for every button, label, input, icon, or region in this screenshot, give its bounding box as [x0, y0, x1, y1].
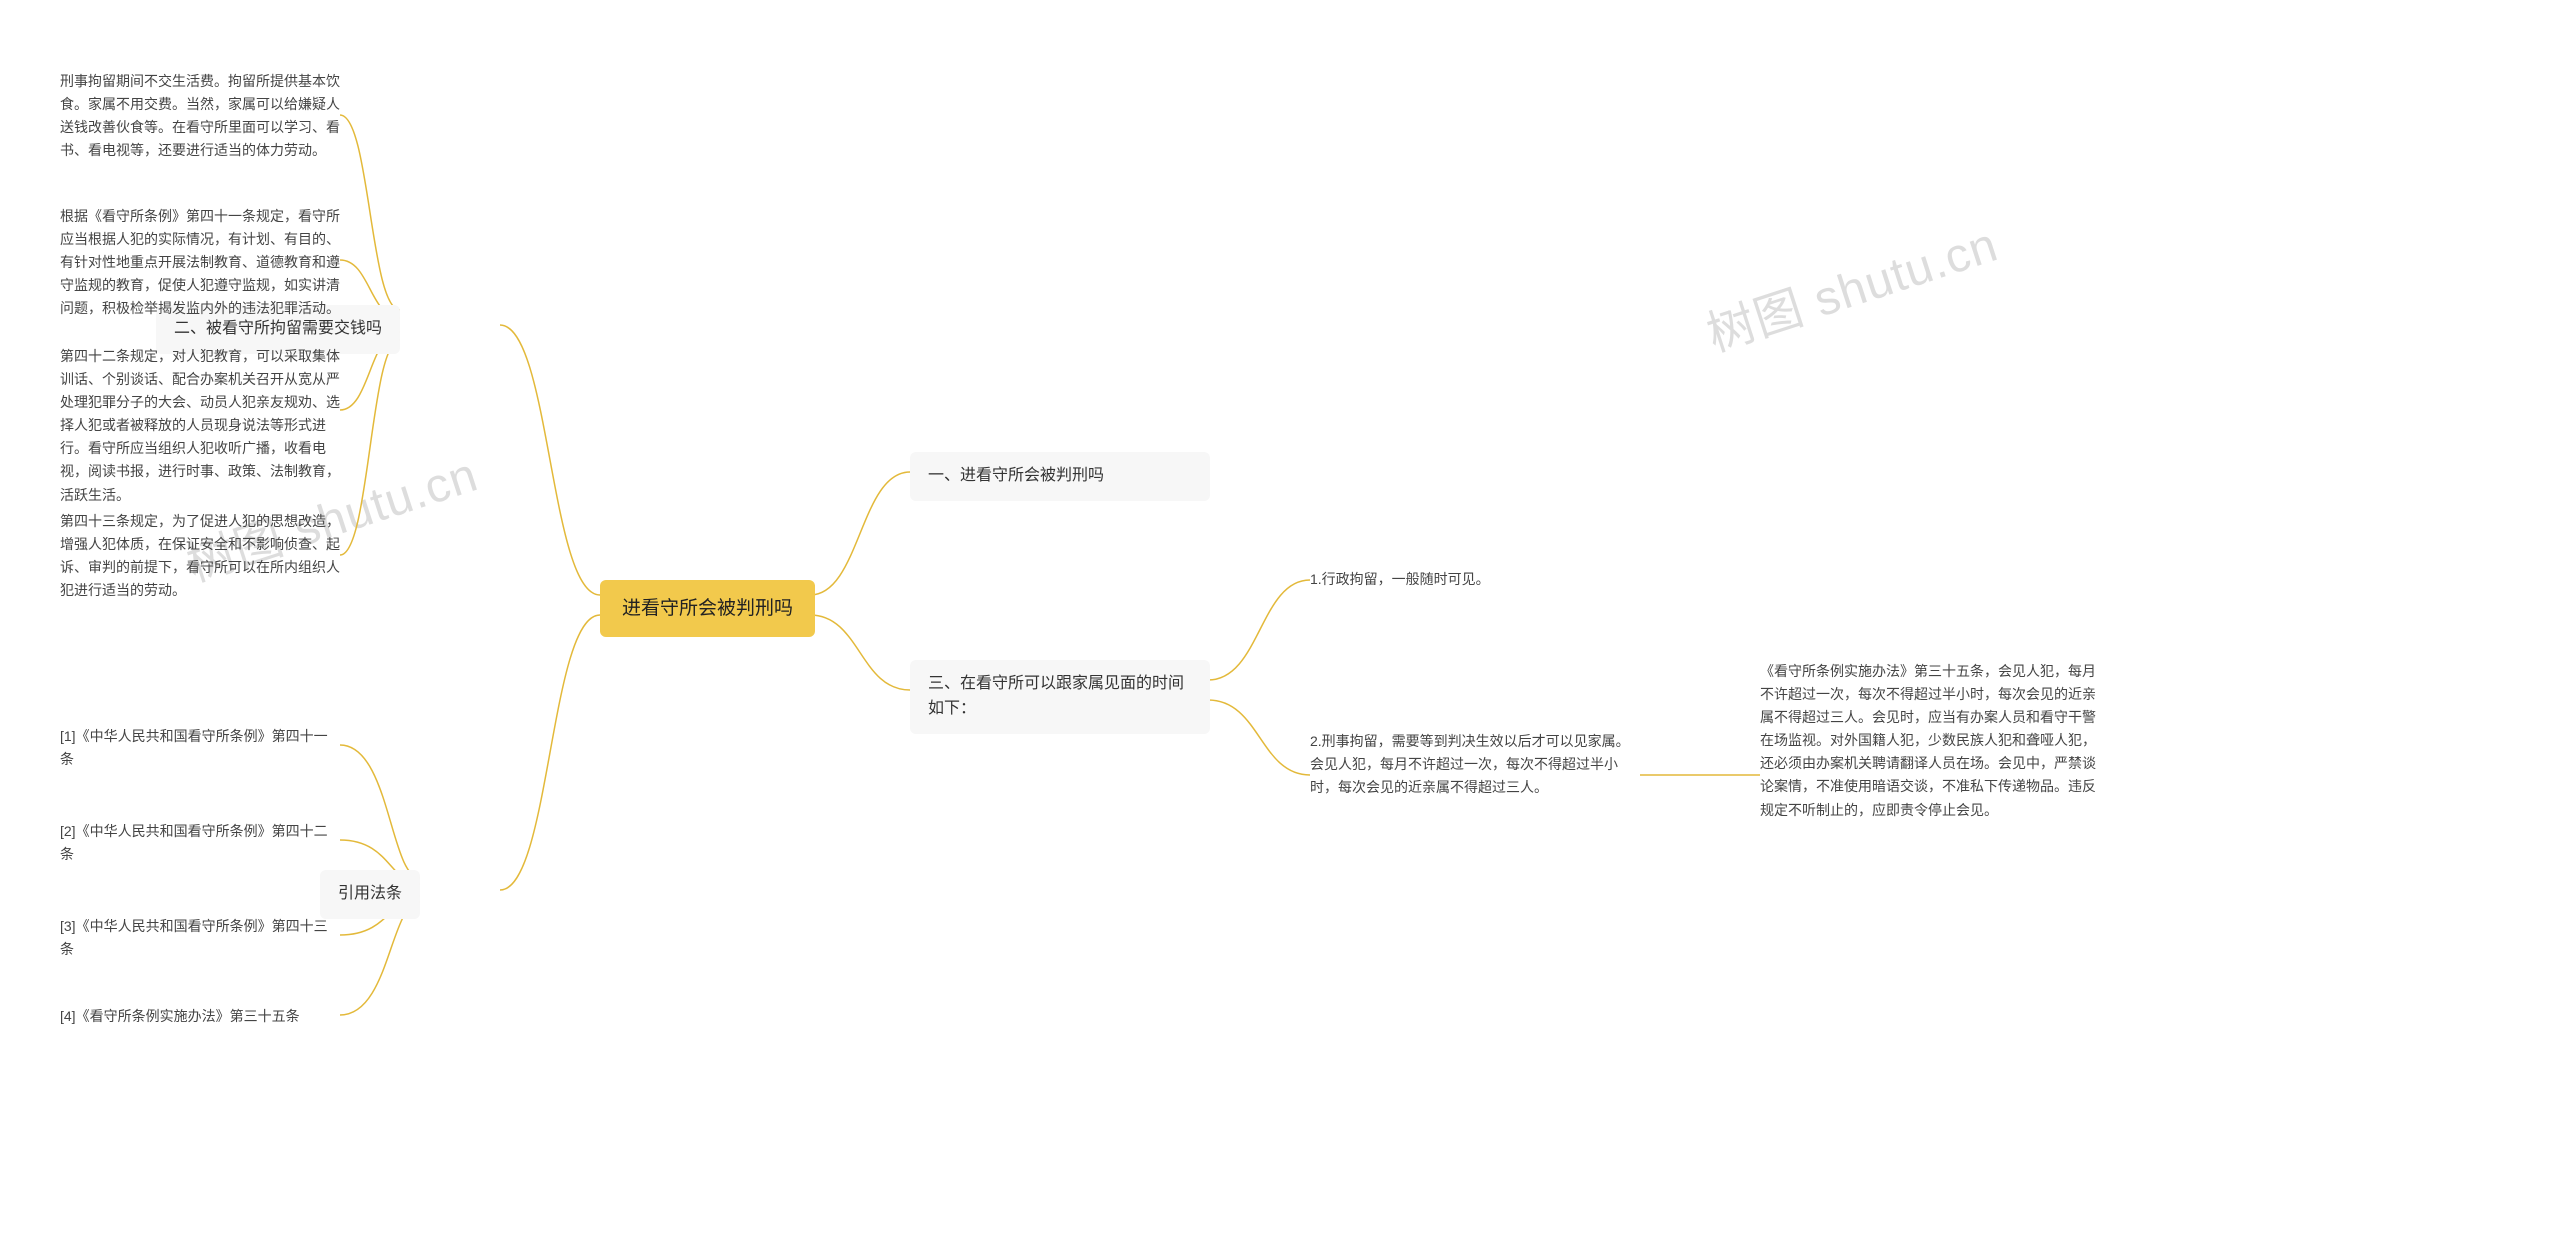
- leaf-right-2-2: 2.刑事拘留，需要等到判决生效以后才可以见家属。会见人犯，每月不许超过一次，每次…: [1310, 730, 1640, 799]
- leaf-left-1-1: 刑事拘留期间不交生活费。拘留所提供基本饮食。家属不用交费。当然，家属可以给嫌疑人…: [60, 70, 340, 162]
- leaf-left-1-2: 根据《看守所条例》第四十一条规定，看守所应当根据人犯的实际情况，有计划、有目的、…: [60, 205, 340, 320]
- leaf-left-1-3: 第四十二条规定，对人犯教育，可以采取集体训话、个别谈话、配合办案机关召开从宽从严…: [60, 345, 340, 507]
- connectors-layer: [0, 0, 2560, 1236]
- leaf-right-2-1: 1.行政拘留，一般随时可见。: [1310, 568, 1630, 591]
- leaf-left-2-1: [1]《中华人民共和国看守所条例》第四十一条: [60, 725, 340, 771]
- leaf-left-2-2: [2]《中华人民共和国看守所条例》第四十二条: [60, 820, 340, 866]
- mindmap-root[interactable]: 进看守所会被判刑吗: [600, 580, 815, 637]
- branch-right-1[interactable]: 一、进看守所会被判刑吗: [910, 452, 1210, 501]
- branch-right-2[interactable]: 三、在看守所可以跟家属见面的时间如下：: [910, 660, 1210, 734]
- leaf-left-1-4: 第四十三条规定，为了促进人犯的思想改造，增强人犯体质，在保证安全和不影响侦查、起…: [60, 510, 340, 602]
- watermark: 树图 shutu.cn: [1697, 205, 2006, 365]
- leaf-left-2-3: [3]《中华人民共和国看守所条例》第四十三条: [60, 915, 340, 961]
- leaf-left-2-4: [4]《看守所条例实施办法》第三十五条: [60, 1005, 340, 1028]
- branch-left-2[interactable]: 引用法条: [320, 870, 420, 919]
- leaf-right-2-2-1: 《看守所条例实施办法》第三十五条，会见人犯，每月不许超过一次，每次不得超过半小时…: [1760, 660, 2100, 822]
